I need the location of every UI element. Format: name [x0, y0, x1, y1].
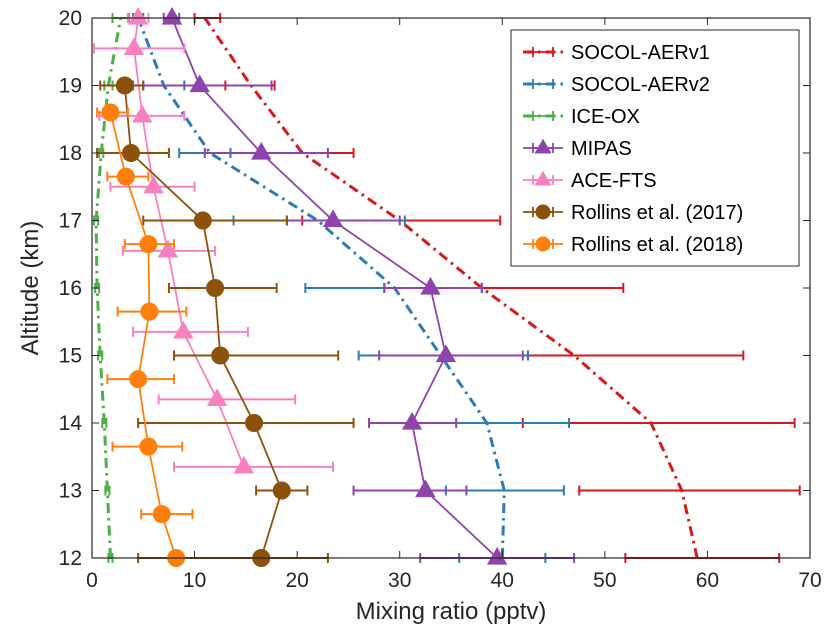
series-rollins-et-al-2018	[96, 103, 194, 567]
data-point-rollins-et-al-2018	[139, 235, 158, 254]
legend-item-rollins-et-al-2018: Rollins et al. (2018)	[523, 234, 743, 256]
y-tick-label: 18	[59, 142, 82, 165]
series-line-ace-fts	[133, 17, 245, 468]
data-point-ace-fts	[157, 239, 179, 258]
legend-label: Rollins et al. (2018)	[571, 234, 743, 256]
data-point-mipas	[401, 411, 423, 430]
y-tick-label: 13	[59, 480, 82, 503]
errorbar-socol-aerv1	[526, 350, 745, 361]
series-mipas	[132, 6, 576, 565]
legend-item-mipas: MIPAS	[523, 138, 632, 160]
data-point-mipas	[420, 276, 441, 295]
data-point-mipas	[435, 344, 457, 363]
data-point-mipas	[415, 479, 436, 498]
legend-marker	[535, 236, 551, 252]
data-point-ace-fts	[233, 455, 255, 474]
errorbar-mipas	[352, 485, 468, 496]
legend-marker	[534, 170, 552, 186]
errorbar-socol-aerv1	[578, 485, 801, 496]
errorbar-rollins-et-al-2017	[142, 215, 288, 226]
data-point-mipas	[189, 74, 210, 93]
errorbar-ace-fts	[173, 461, 335, 472]
data-point-rollins-et-al-2017	[206, 279, 225, 297]
y-tick-label: 12	[59, 547, 82, 570]
errorbar-ace-fts	[157, 394, 297, 405]
y-tick-label: 15	[59, 345, 82, 368]
legend-marker	[534, 138, 552, 154]
data-point-ace-fts	[206, 388, 228, 407]
legend-item-ice-ox: ICE-OX	[523, 106, 640, 128]
series-ace-fts	[93, 6, 335, 474]
data-point-mipas	[322, 209, 344, 228]
data-point-mipas	[161, 6, 183, 25]
y-axis-label: Altitude (km)	[17, 221, 44, 356]
data-point-mipas	[251, 141, 272, 160]
x-axis-label: Mixing ratio (pptv)	[356, 598, 547, 625]
data-point-rollins-et-al-2017	[272, 481, 291, 500]
y-tick-label: 20	[59, 7, 82, 30]
data-point-ace-fts	[173, 320, 194, 339]
legend-label: MIPAS	[571, 138, 632, 160]
x-tick-label: 70	[798, 569, 821, 592]
data-point-ace-fts	[123, 37, 145, 56]
legend-item-socol-aerv1: SOCOL-AERv1	[523, 42, 710, 64]
y-tick-label: 19	[59, 75, 82, 98]
data-point-rollins-et-al-2018	[139, 437, 158, 456]
legend-item-socol-aerv2: SOCOL-AERv2	[523, 74, 710, 96]
y-tick-label: 17	[59, 210, 82, 233]
x-tick-label: 40	[491, 569, 514, 592]
x-tick-label: 0	[86, 569, 98, 592]
series-line-rollins-et-al-2018	[109, 112, 177, 559]
x-tick-label: 20	[285, 569, 308, 592]
legend-marker	[535, 204, 551, 220]
data-point-rollins-et-al-2017	[245, 414, 264, 432]
data-point-rollins-et-al-2017	[121, 144, 140, 162]
legend-label: Rollins et al. (2017)	[571, 202, 743, 224]
x-tick-label: 30	[388, 569, 411, 592]
errorbar-ace-fts	[132, 326, 249, 337]
data-point-ace-fts	[132, 104, 153, 123]
errorbar-rollins-et-al-2017	[173, 350, 340, 361]
y-tick-label: 14	[59, 412, 83, 435]
series-rollins-et-al-2017	[96, 76, 355, 567]
x-tick-label: 50	[593, 569, 616, 592]
data-point-ace-fts	[143, 175, 164, 194]
data-point-rollins-et-al-2017	[115, 76, 134, 95]
data-point-rollins-et-al-2018	[116, 167, 135, 186]
data-point-rollins-et-al-2018	[129, 370, 148, 389]
axes: 0 10 20 30 40 50 60 70 12 13 14 15 16 17 18 19 20	[59, 7, 822, 592]
data-point-ace-fts	[127, 6, 149, 25]
x-tick-label: 10	[183, 569, 206, 592]
data-point-rollins-et-al-2018	[152, 505, 171, 524]
series-ice-ox	[93, 13, 130, 563]
legend-label: ACE-FTS	[571, 170, 657, 192]
series-line-rollins-et-al-2017	[123, 85, 283, 559]
data-point-rollins-et-al-2018	[101, 103, 120, 122]
data-point-rollins-et-al-2017	[193, 211, 212, 230]
data-point-rollins-et-al-2017	[211, 346, 230, 365]
y-tick-label: 16	[59, 277, 82, 300]
legend-label: SOCOL-AERv1	[571, 42, 710, 64]
legend-item-ace-fts: ACE-FTS	[523, 170, 657, 192]
data-point-rollins-et-al-2018	[140, 302, 159, 321]
legend-item-rollins-et-al-2017: Rollins et al. (2017)	[523, 202, 743, 224]
x-tick-label: 60	[696, 569, 719, 592]
legend-label: ICE-OX	[571, 106, 640, 128]
legend-label: SOCOL-AERv2	[571, 74, 710, 96]
legend: SOCOL-AERv1 SOCOL-AERv2 ICE-OX MIPAS ACE-FTS…	[510, 29, 800, 267]
errorbar-mipas	[285, 215, 401, 226]
